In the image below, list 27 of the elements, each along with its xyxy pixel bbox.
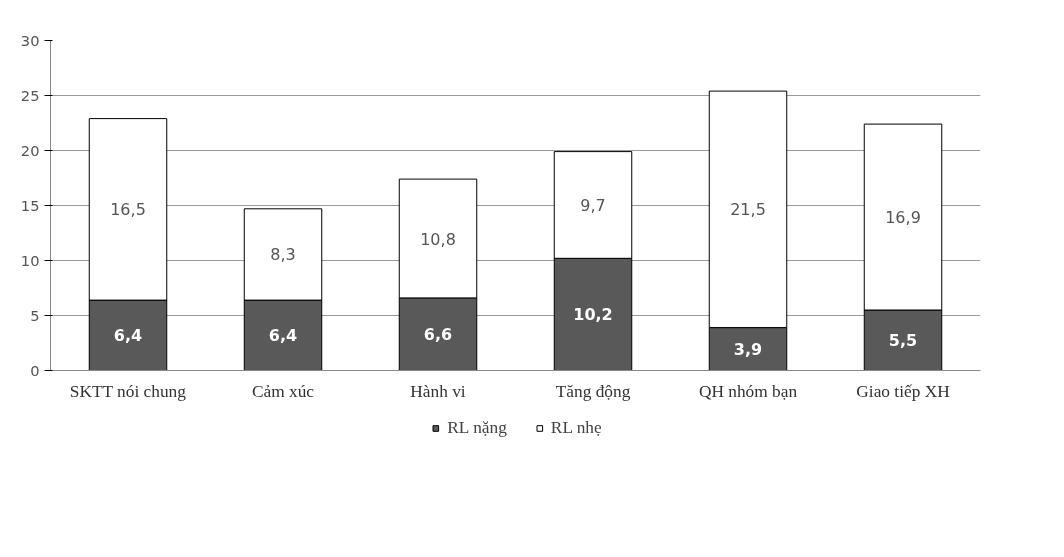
x-tick-label: Cảm xúc [251,381,315,401]
legend-label: RL nặng [447,418,507,438]
data-label: 9,7 [580,195,606,215]
data-label: 8,3 [270,245,296,265]
y-tick-label: 0 [30,361,40,379]
x-tick-label: Giao tiếp XH [856,381,950,401]
data-label: 6,4 [268,326,298,346]
x-tick-label: Tăng động [555,381,631,401]
x-tick-label: SKTT nói chung [69,381,187,401]
data-label: 6,6 [423,325,453,345]
data-label: 16,9 [885,208,921,228]
y-tick-label: 25 [20,86,40,104]
data-label: 16,5 [110,200,146,220]
y-tick-label: 15 [20,196,40,214]
data-label: 10,2 [573,305,613,325]
legend-label: RL nhẹ [550,418,602,438]
y-tick-label: 20 [20,141,40,159]
data-label: 3,9 [733,340,763,360]
x-tick-label: QH nhóm bạn [698,381,798,401]
data-label: 21,5 [730,200,766,220]
data-label: 6,4 [113,326,143,346]
data-label: 5,5 [888,331,918,351]
x-tick-label: Hành vi [410,381,466,401]
data-label: 10,8 [420,229,456,249]
y-tick-label: 5 [30,306,40,324]
y-tick-label: 10 [20,251,40,269]
y-tick-label: 30 [20,31,40,49]
